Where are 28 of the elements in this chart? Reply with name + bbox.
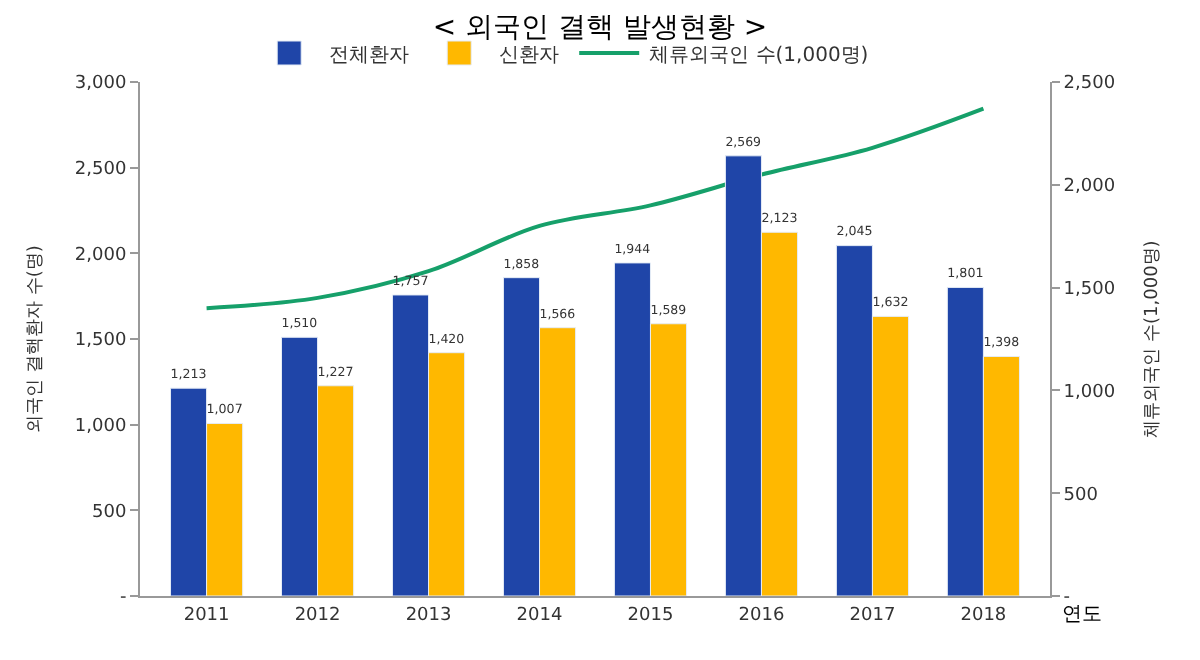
legend-label: 신환자	[499, 44, 560, 67]
y-tick-label: 2,500	[74, 159, 127, 180]
x-tick-label: 2018	[960, 605, 1007, 626]
x-axis-title: 연도	[1062, 604, 1102, 626]
x-tick-label: 2011	[183, 605, 230, 626]
y2-tick-label: 2,000	[1063, 177, 1116, 198]
y-tick-label: 500	[92, 502, 127, 523]
chart-title: < 외국인 결핵 발생현황 >	[432, 12, 768, 45]
y2-tick-label: 1,000	[1063, 382, 1116, 403]
y2-tick-label: 500	[1063, 485, 1099, 506]
y2-tick-label: -	[1063, 588, 1071, 609]
y-tick-label: -	[119, 588, 127, 609]
legend-label: 전체환자	[329, 44, 410, 67]
y2-axis-title: 체류외국인 수(1,000명)	[1143, 240, 1164, 438]
y-tick-label: 3,000	[74, 74, 127, 95]
y-tick-label: 2,000	[74, 245, 127, 266]
x-tick-label: 2012	[294, 605, 341, 626]
x-tick-label: 2014	[516, 605, 563, 626]
y-axis-title: 외국인 결핵환자 수(명)	[25, 245, 46, 433]
x-tick-label: 2015	[627, 605, 674, 626]
legend-label: 체류외국인 수(1,000명)	[649, 44, 869, 67]
x-tick-label: 2017	[849, 605, 896, 626]
x-tick-label: 2016	[738, 605, 785, 626]
x-tick-label: 2013	[405, 605, 452, 626]
y-tick-label: 1,500	[74, 331, 127, 352]
y2-tick-label: 2,500	[1063, 74, 1116, 95]
y-tick-label: 1,000	[74, 416, 127, 437]
y2-tick-label: 1,500	[1063, 279, 1116, 300]
